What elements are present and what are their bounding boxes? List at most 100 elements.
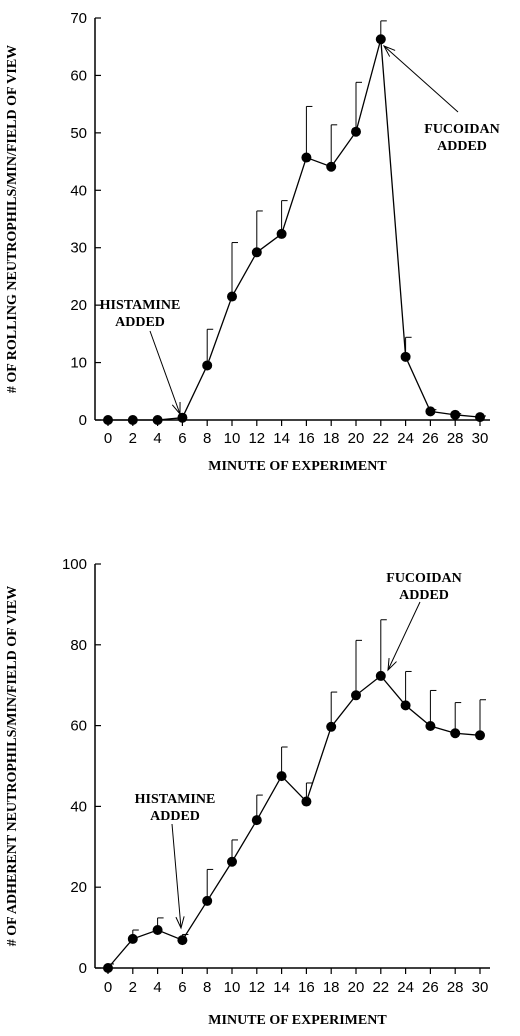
data-point [425, 721, 436, 732]
x-tick-label: 4 [153, 979, 161, 996]
x-tick-label: 26 [422, 430, 439, 447]
annotation-arrowhead [382, 45, 396, 57]
series-line [107, 675, 481, 969]
x-tick-label: 12 [248, 430, 265, 447]
data-point [375, 670, 386, 681]
y-tick-label: 0 [79, 412, 87, 429]
y-tick-label: 60 [70, 67, 87, 84]
data-point [351, 126, 361, 137]
y-tick-label: 70 [70, 10, 87, 27]
x-tick-label: 24 [397, 979, 414, 996]
x-tick-label: 4 [153, 430, 161, 447]
data-point [152, 925, 163, 936]
data-point [202, 360, 213, 371]
data-point [326, 161, 337, 172]
x-tick-label: 16 [298, 430, 315, 447]
data-point [177, 935, 188, 946]
y-tick-label: 20 [70, 297, 87, 314]
annotation-text: ADDED [437, 139, 487, 154]
annotation-arrowhead [171, 401, 181, 416]
data-point [450, 409, 461, 420]
series-line [108, 39, 481, 421]
x-tick-label: 18 [323, 430, 340, 447]
data-point [450, 728, 461, 739]
y-tick-label: 50 [70, 125, 87, 142]
x-tick-label: 16 [298, 979, 315, 996]
data-point [103, 963, 113, 973]
y-tick-label: 40 [70, 798, 87, 815]
x-tick-label: 2 [129, 979, 137, 996]
x-tick-label: 14 [273, 979, 290, 996]
data-point [351, 690, 361, 701]
x-tick-label: 0 [104, 430, 112, 447]
annotation-text: HISTAMINE [135, 792, 216, 807]
y-tick-label: 0 [79, 960, 87, 977]
x-tick-label: 12 [248, 979, 265, 996]
x-tick-label: 30 [472, 979, 489, 996]
data-point [103, 415, 113, 425]
data-point [425, 406, 436, 417]
data-point [152, 415, 163, 425]
x-tick-label: 28 [447, 979, 464, 996]
x-axis-title: MINUTE OF EXPERIMENT [208, 1013, 387, 1028]
annotation-text: HISTAMINE [100, 298, 181, 313]
y-tick-label: 40 [70, 182, 87, 199]
data-point [251, 815, 262, 826]
x-tick-label: 22 [372, 979, 389, 996]
x-tick-label: 20 [348, 979, 365, 996]
data-point [276, 228, 287, 239]
annotation-text: ADDED [115, 315, 165, 330]
x-tick-label: 6 [178, 430, 186, 447]
y-tick-label: 60 [70, 718, 87, 735]
data-point [375, 34, 386, 45]
x-tick-label: 10 [224, 430, 241, 447]
data-point [227, 856, 237, 867]
data-point [301, 152, 312, 163]
data-point [475, 730, 485, 741]
x-axis-title: MINUTE OF EXPERIMENT [208, 459, 387, 474]
x-tick-label: 6 [178, 979, 186, 996]
x-tick-label: 10 [224, 979, 241, 996]
y-axis-title: # OF ADHERENT NEUTROPHILS/MIN/FIELD OF V… [5, 586, 20, 947]
x-tick-label: 22 [372, 430, 389, 447]
annotation-text: ADDED [150, 809, 200, 824]
annotation-arrowhead [175, 916, 185, 930]
annotation-text: ADDED [399, 588, 449, 603]
x-tick-label: 26 [422, 979, 439, 996]
y-axis-title: # OF ROLLING NEUTROPHILS/MIN/FIELD OF VI… [5, 45, 20, 393]
x-tick-label: 8 [203, 430, 211, 447]
data-point [227, 291, 237, 302]
data-point [177, 412, 188, 423]
y-tick-label: 80 [70, 637, 87, 654]
data-point [475, 412, 485, 423]
x-tick-label: 18 [323, 979, 340, 996]
data-point [301, 796, 312, 807]
x-tick-label: 28 [447, 430, 464, 447]
y-tick-label: 20 [70, 879, 87, 896]
y-tick-label: 30 [70, 240, 87, 257]
annotation-text: FUCOIDAN [424, 122, 499, 137]
data-point [127, 933, 138, 944]
data-point [251, 247, 262, 258]
data-point [127, 415, 138, 425]
x-tick-label: 14 [273, 430, 290, 447]
annotation-arrow [149, 330, 181, 415]
x-tick-label: 0 [104, 979, 112, 996]
annotation-arrow [387, 601, 421, 671]
data-point [202, 895, 213, 906]
y-tick-label: 10 [70, 355, 87, 372]
x-tick-label: 8 [203, 979, 211, 996]
annotation-arrow [383, 45, 459, 113]
x-tick-label: 30 [472, 430, 489, 447]
x-tick-label: 2 [129, 430, 137, 447]
x-tick-label: 24 [397, 430, 414, 447]
data-point [276, 771, 287, 782]
x-tick-label: 20 [348, 430, 365, 447]
data-point [400, 351, 411, 362]
annotation-arrow [171, 823, 182, 929]
annotation-text: FUCOIDAN [386, 571, 461, 586]
